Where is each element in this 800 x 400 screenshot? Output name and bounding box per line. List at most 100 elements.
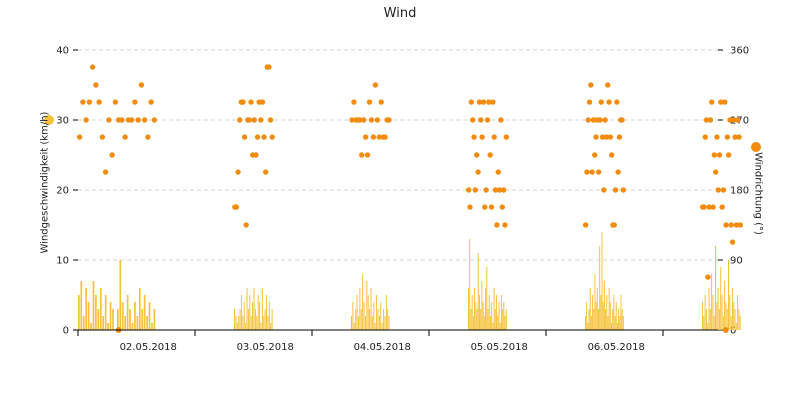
speed-bar	[728, 260, 729, 330]
y-tick-label-right: 360	[730, 46, 749, 57]
speed-bar	[590, 316, 592, 330]
direction-point	[620, 187, 627, 193]
direction-point	[386, 117, 392, 123]
speed-bar	[371, 316, 373, 330]
y-tick-label-left: 30	[56, 116, 69, 127]
direction-point	[122, 134, 128, 140]
speed-bar	[702, 302, 703, 330]
speed-bar	[493, 288, 495, 330]
y-axis-label-left: Windgeschwindigkeit (km/h)	[39, 111, 51, 254]
direction-point	[728, 222, 734, 228]
speed-bar	[588, 309, 590, 330]
direction-point	[702, 134, 708, 140]
y-tick-label-right: 90	[730, 256, 743, 267]
speed-bar	[600, 295, 602, 330]
y-axis-label-right: Windrichtung (°)	[752, 152, 764, 235]
direction-point	[711, 152, 718, 158]
direction-point	[474, 152, 480, 158]
speed-bar	[138, 288, 141, 330]
direction-point	[719, 204, 725, 210]
direction-point	[593, 134, 599, 140]
speed-bar	[78, 295, 80, 330]
speed-bar	[619, 316, 621, 330]
direction-point	[482, 204, 488, 210]
direction-point	[488, 204, 495, 210]
direction-point	[235, 169, 241, 175]
speed-bar	[498, 302, 500, 330]
speed-bar	[717, 288, 719, 330]
direction-point	[96, 99, 102, 105]
direction-point	[80, 99, 86, 105]
direction-point	[605, 82, 611, 88]
speed-bar	[353, 323, 355, 330]
speed-bar	[260, 323, 262, 330]
speed-bar	[99, 288, 102, 330]
direction-point	[720, 187, 727, 193]
speed-bar	[126, 295, 129, 330]
speed-bar	[388, 316, 390, 330]
x-tick-label: 02.05.2018	[120, 342, 177, 353]
speed-bar	[481, 281, 483, 330]
speed-bar	[475, 302, 477, 330]
direction-point	[710, 204, 716, 210]
direction-point	[240, 99, 246, 105]
direction-point	[606, 99, 612, 105]
speed-bar	[243, 302, 245, 330]
speed-bar	[612, 309, 614, 330]
speed-bar	[715, 246, 716, 330]
direction-point	[132, 99, 138, 105]
direction-point	[267, 117, 274, 123]
direction-point	[498, 117, 504, 123]
direction-point	[483, 187, 489, 193]
speed-bar	[97, 309, 100, 330]
speed-bar	[107, 323, 109, 330]
speed-bar	[726, 309, 728, 330]
speed-bar	[703, 316, 705, 330]
y-tick-label-left: 10	[56, 256, 69, 267]
direction-point	[709, 99, 715, 105]
speed-bar	[711, 274, 713, 330]
direction-point	[83, 117, 89, 123]
y-tick-label-right: 180	[730, 186, 749, 197]
speed-bar	[80, 281, 83, 330]
speed-bar	[738, 309, 740, 330]
speed-bar	[491, 302, 493, 330]
direction-point	[465, 187, 472, 193]
direction-point	[471, 134, 477, 140]
speed-bar	[352, 302, 354, 330]
speed-bar	[92, 281, 95, 330]
speed-bar	[364, 316, 366, 330]
speed-bar	[470, 309, 472, 330]
speed-bar	[266, 295, 268, 330]
speed-bar	[502, 309, 504, 330]
speed-bar	[119, 260, 122, 330]
direction-point	[362, 134, 369, 140]
x-tick-label: 03.05.2018	[237, 342, 294, 353]
direction-point	[128, 117, 135, 123]
y-tick-label-right: 0	[730, 326, 736, 337]
direction-point	[503, 134, 510, 140]
speed-bar	[387, 309, 389, 330]
speed-bar	[713, 316, 715, 330]
direction-legend-dot	[751, 142, 761, 152]
direction-point	[715, 187, 721, 193]
direction-point	[729, 239, 736, 245]
speed-bar	[487, 309, 489, 330]
direction-point	[701, 204, 707, 210]
direction-point	[619, 117, 625, 123]
direction-point	[500, 187, 507, 193]
x-tick-label: 06.05.2018	[588, 342, 645, 353]
direction-point	[86, 99, 93, 105]
direction-point	[725, 152, 732, 158]
speed-bar	[483, 316, 485, 330]
direction-point	[360, 117, 367, 123]
speed-bar	[476, 309, 478, 330]
speed-bar	[595, 302, 597, 330]
speed-bar	[492, 323, 494, 330]
speed-bar	[503, 302, 505, 330]
direction-point	[714, 134, 720, 140]
speed-bar	[592, 295, 594, 330]
direction-point	[368, 117, 375, 123]
direction-point	[148, 99, 154, 105]
speed-bar	[383, 309, 385, 330]
